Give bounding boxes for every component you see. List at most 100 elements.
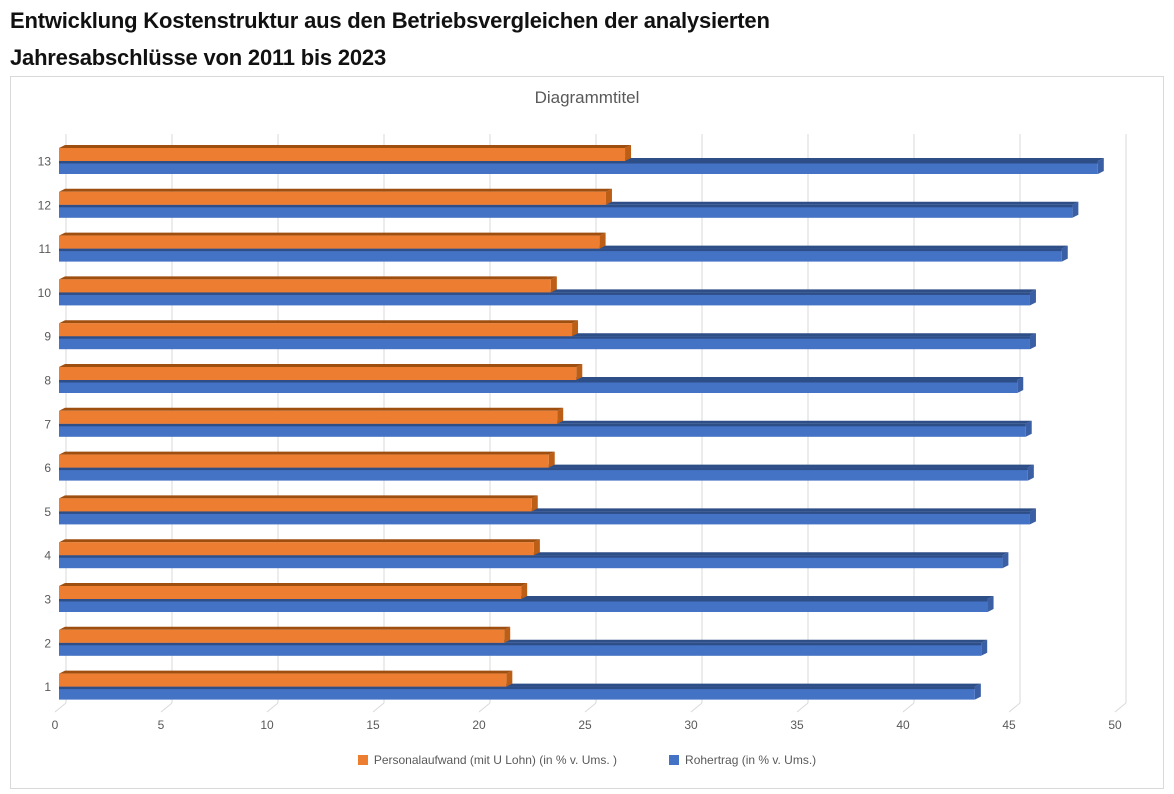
axis-tick-0 <box>54 702 67 713</box>
bar-rohertrag-3-side <box>987 596 994 612</box>
axis-tick-35 <box>796 702 809 713</box>
bar-rohertrag-8-side <box>1017 377 1024 393</box>
y-axis-category-label: 9 <box>44 330 51 344</box>
bar-personalaufwand-7-top <box>59 407 564 411</box>
bar-rohertrag-10-side <box>1029 289 1036 306</box>
y-axis-category-label: 7 <box>44 417 51 431</box>
bar-rohertrag-5-side <box>1029 508 1036 525</box>
x-axis-tick-label: 30 <box>684 718 698 732</box>
bar-rohertrag-13-front <box>59 161 1098 174</box>
legend-swatch-icon <box>357 755 368 765</box>
bar-rohertrag-13-edge <box>59 161 1098 164</box>
bar-rohertrag-3-front <box>59 599 988 612</box>
bar-rohertrag-12-front <box>59 204 1073 218</box>
legend-label: Personalaufwand (mit U Lohn) (in % v. Um… <box>373 753 618 767</box>
bar-personalaufwand-10-top <box>59 276 557 280</box>
y-axis-category-label: 8 <box>44 374 51 388</box>
bar-rohertrag-12-edge <box>59 204 1073 208</box>
bar-rohertrag-6-front <box>59 467 1028 481</box>
bar-personalaufwand-11-side <box>599 232 606 249</box>
bar-rohertrag-10-front <box>59 292 1030 306</box>
bar-personalaufwand-4-top <box>59 539 540 543</box>
bar-personalaufwand-2-side <box>504 626 511 643</box>
axis-tick-40 <box>902 702 915 713</box>
bar-personalaufwand-4-front <box>59 542 534 556</box>
bar-personalaufwand-4-side <box>533 539 540 556</box>
legend-item-rohertrag: Rohertrag (in % v. Ums.) <box>669 753 816 767</box>
bar-personalaufwand-12-side <box>605 188 612 205</box>
x-axis-tick-label: 40 <box>896 718 910 732</box>
y-axis-category-label: 4 <box>44 549 51 563</box>
axis-tick-45 <box>1008 702 1021 713</box>
bar-rohertrag-6-edge <box>59 467 1028 471</box>
bar-rohertrag-4-side <box>1002 552 1009 569</box>
bar-personalaufwand-8-top <box>59 364 583 367</box>
bar-personalaufwand-6-front <box>59 454 549 468</box>
x-axis-tick-label: 0 <box>52 718 59 732</box>
bar-rohertrag-4-front <box>59 555 1003 569</box>
y-axis-category-label: 1 <box>44 680 51 694</box>
bar-rohertrag-9-front <box>59 336 1030 350</box>
bar-rohertrag-11-side <box>1061 245 1068 262</box>
y-axis-category-label: 2 <box>44 636 51 650</box>
legend-swatch-icon <box>669 755 680 765</box>
chart-legend: Personalaufwand (mit U Lohn) (in % v. Um… <box>11 753 1163 767</box>
bar-personalaufwand-13-side <box>625 145 632 161</box>
page-title-line2: Jahresabschlüsse von 2011 bis 2023 <box>10 45 386 70</box>
bar-personalaufwand-6-top <box>59 451 555 455</box>
x-axis-tick-label: 25 <box>578 718 592 732</box>
bar-rohertrag-13-side <box>1097 158 1104 174</box>
y-axis-category-label: 10 <box>38 286 52 300</box>
y-axis-category-label: 12 <box>38 198 52 212</box>
bar-rohertrag-5-front <box>59 511 1030 525</box>
legend-item-personalaufwand: Personalaufwand (mit U Lohn) (in % v. Um… <box>357 753 618 767</box>
x-axis-tick-label: 35 <box>790 718 804 732</box>
bar-personalaufwand-1-top <box>59 670 513 674</box>
bar-rohertrag-1-front <box>59 686 975 700</box>
axis-tick-15 <box>372 702 385 713</box>
bar-personalaufwand-13-front <box>59 148 626 161</box>
bar-personalaufwand-12-front <box>59 191 606 205</box>
bar-personalaufwand-8-side <box>576 364 583 380</box>
bar-rohertrag-11-edge <box>59 248 1062 252</box>
bar-personalaufwand-7-side <box>557 407 564 424</box>
bar-personalaufwand-8-front <box>59 367 577 380</box>
bar-personalaufwand-1-side <box>506 670 513 687</box>
bar-rohertrag-8-front <box>59 380 1018 393</box>
bar-chart-svg: 0 5 10 15 20 25 30 35 40 45 50 13 12 11 10 9 8 7 6 5 4 3 2 1 <box>38 134 1127 732</box>
bar-rohertrag-7-side <box>1025 420 1032 437</box>
bar-personalaufwand-3-front <box>59 586 522 599</box>
bar-rohertrag-9-side <box>1029 333 1036 350</box>
bar-personalaufwand-13-top <box>59 145 632 148</box>
bar-rohertrag-10-edge <box>59 292 1030 295</box>
bar-rohertrag-2-edge <box>59 642 982 646</box>
page-title: Entwicklung Kostenstruktur aus den Betri… <box>10 2 1160 76</box>
bar-personalaufwand-3-side <box>521 583 528 599</box>
y-axis-category-label: 5 <box>44 505 51 519</box>
bar-personalaufwand-9-side <box>572 320 579 337</box>
y-axis-category-label: 3 <box>44 593 51 607</box>
bar-personalaufwand-9-top <box>59 320 579 324</box>
bar-rohertrag-7-front <box>59 423 1026 437</box>
bar-rohertrag-5-edge <box>59 511 1030 514</box>
axis-tick-20 <box>478 702 491 713</box>
bar-personalaufwand-10-front <box>59 279 551 293</box>
bar-personalaufwand-2-top <box>59 626 511 630</box>
bar-rohertrag-9-edge <box>59 336 1030 339</box>
page-title-line1: Entwicklung Kostenstruktur aus den Betri… <box>10 8 770 33</box>
bar-personalaufwand-7-front <box>59 410 558 424</box>
bar-rohertrag-7-edge <box>59 423 1026 427</box>
legend-label: Rohertrag (in % v. Ums.) <box>685 753 817 767</box>
bar-personalaufwand-9-front <box>59 323 573 337</box>
bar-personalaufwand-10-side <box>550 276 557 293</box>
bar-rohertrag-8-edge <box>59 380 1018 383</box>
x-axis-tick-label: 20 <box>472 718 486 732</box>
x-axis-tick-label: 50 <box>1108 718 1122 732</box>
bar-personalaufwand-5-side <box>531 495 538 512</box>
x-axis-tick-label: 45 <box>1002 718 1016 732</box>
bar-personalaufwand-5-top <box>59 495 538 499</box>
axis-tick-25 <box>584 702 597 713</box>
axis-tick-5 <box>160 702 173 713</box>
bar-rohertrag-6-side <box>1027 464 1034 481</box>
